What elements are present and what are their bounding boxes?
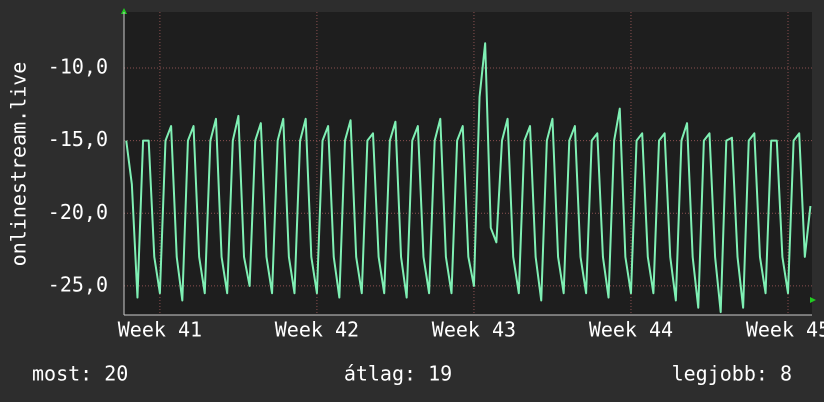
axis-arrow [810, 297, 816, 303]
x-tick-label: Week 45 [746, 318, 824, 342]
y-axis-label: onlinestream.live [7, 62, 31, 267]
data-line [125, 42, 812, 314]
y-tick-label: -25,0 [48, 272, 108, 296]
y-tick-label: -10,0 [48, 54, 108, 78]
stat-average: átlag: 19 [344, 362, 452, 386]
x-tick-label: Week 41 [118, 318, 202, 342]
stat-current: most: 20 [32, 362, 128, 386]
y-tick-label: -15,0 [48, 127, 108, 151]
plot-area [124, 12, 812, 315]
axis-arrow [121, 8, 127, 14]
x-tick-label: Week 44 [589, 318, 673, 342]
y-tick-label: -20,0 [48, 200, 108, 224]
x-tick-label: Week 42 [275, 318, 359, 342]
x-tick-label: Week 43 [432, 318, 516, 342]
stat-max: legjobb: 8 [672, 362, 792, 386]
